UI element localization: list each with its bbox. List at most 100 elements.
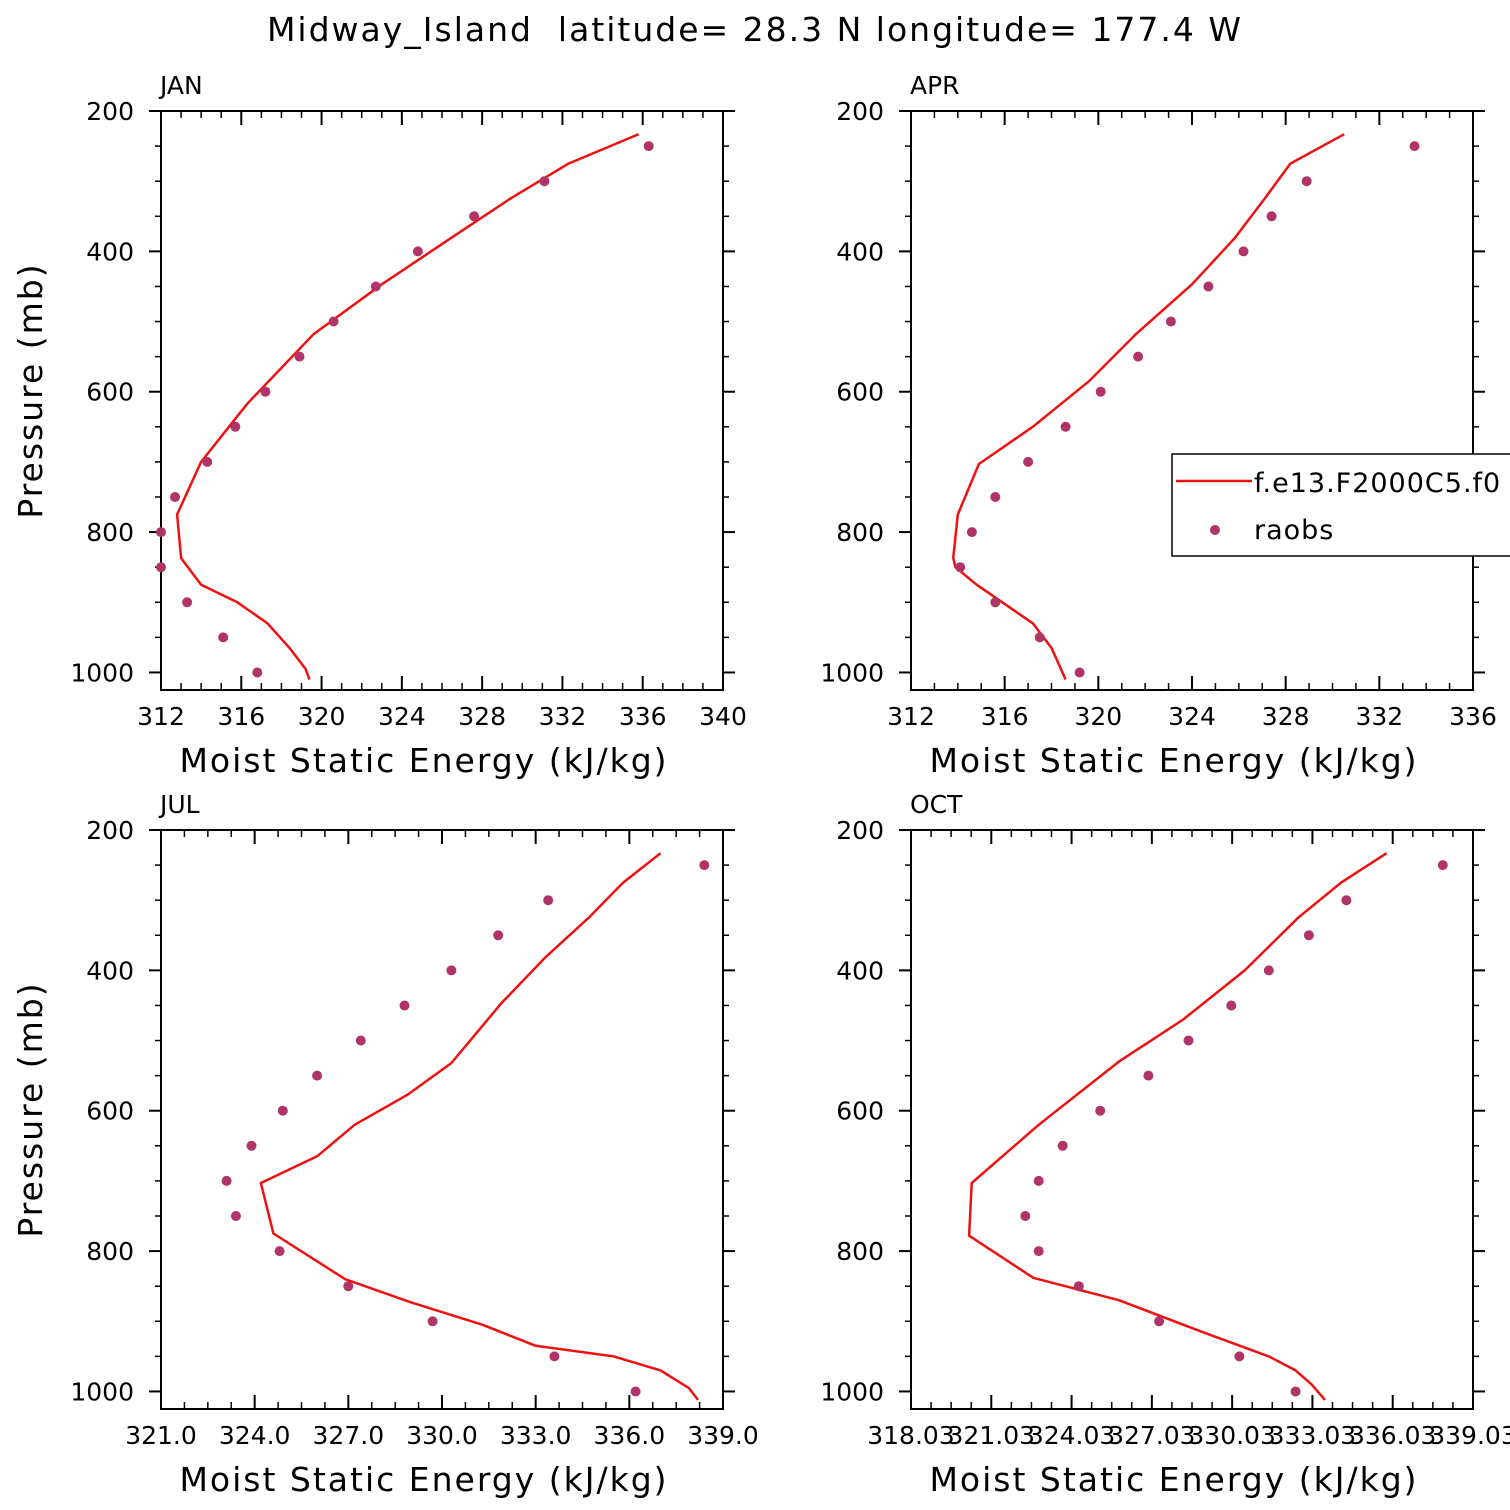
jan-ytick-label: 1000	[70, 658, 134, 687]
jul-x-axis-label: Moist Static Energy (kJ/kg)	[179, 1460, 668, 1499]
panel-jan: 312 316 320 324 328 332 336 340 200 400 600 800 1000…	[11, 71, 747, 780]
apr-xtick-label: 328	[1262, 702, 1310, 731]
apr-obs-point	[1165, 316, 1176, 327]
apr-ytick-label: 600	[836, 378, 884, 407]
oct-obs-point	[1263, 965, 1274, 976]
jul-obs-point	[493, 930, 504, 941]
oct-obs-point	[1226, 1000, 1237, 1011]
jul-y-axis-label: Pressure (mb)	[11, 981, 50, 1237]
apr-xtick-label: 332	[1355, 702, 1403, 731]
jan-obs-point	[218, 632, 229, 643]
jan-obs-point	[643, 141, 654, 152]
jan-obs-point	[539, 176, 550, 187]
oct-model-line	[967, 852, 1388, 1401]
jul-ytick-label: 800	[86, 1237, 134, 1266]
apr-xtick-label: 312	[887, 702, 935, 731]
jan-plot-frame	[160, 110, 724, 691]
oct-obs-point	[1073, 1281, 1084, 1292]
legend-obs-marker	[1210, 525, 1220, 535]
panel-apr: 312 316 320 324 328 332 336 200 400 600 800 1000 APR…	[820, 71, 1496, 780]
apr-obs-point	[1238, 246, 1249, 257]
apr-obs-point	[1060, 421, 1071, 432]
oct-obs-point	[1154, 1316, 1165, 1327]
jan-obs-point	[156, 562, 166, 573]
oct-obs-point	[1033, 1246, 1044, 1257]
oct-ytick-label: 600	[836, 1097, 884, 1126]
jul-xtick-label: 339.0	[687, 1421, 759, 1450]
jul-obs-point	[699, 860, 710, 871]
jul-obs-point	[221, 1175, 232, 1186]
jan-obs-point	[328, 316, 339, 327]
jan-model-line	[175, 133, 640, 680]
apr-x-axis-label: Moist Static Energy (kJ/kg)	[929, 741, 1418, 780]
apr-xtick-label: 336	[1449, 702, 1497, 731]
jul-xtick-label: 333.0	[500, 1421, 572, 1450]
jan-xtick-label: 340	[699, 702, 747, 731]
oct-obs-point	[1290, 1386, 1301, 1397]
oct-x-axis-label: Moist Static Energy (kJ/kg)	[929, 1460, 1418, 1499]
jan-xtick-label: 324	[378, 702, 426, 731]
jul-obs-point	[343, 1281, 354, 1292]
jul-obs-point	[446, 965, 457, 976]
jan-xtick-label: 316	[217, 702, 265, 731]
jul-obs-point	[543, 895, 554, 906]
apr-obs-point	[966, 527, 977, 538]
jul-obs-point	[312, 1070, 323, 1081]
oct-obs-point	[1183, 1035, 1194, 1046]
apr-obs-point	[1074, 667, 1085, 678]
panel-jul: 321.0 324.0 327.0 330.0 333.0 336.0 339.0 200 40…	[11, 790, 759, 1499]
jan-obs-point	[294, 351, 305, 362]
apr-model-line	[951, 133, 1345, 681]
jan-obs-point	[202, 456, 213, 467]
oct-xtick-label: 330.03	[1188, 1421, 1275, 1450]
jul-xtick-label: 324.0	[219, 1421, 291, 1450]
legend-box	[1171, 453, 1510, 557]
oct-obs-point	[1020, 1211, 1031, 1221]
jan-ytick-label: 400	[86, 237, 134, 266]
jan-obs-point	[370, 281, 381, 292]
jul-ytick-label: 400	[86, 956, 134, 985]
jul-obs-point	[274, 1246, 285, 1257]
jan-x-axis-label: Moist Static Energy (kJ/kg)	[179, 741, 668, 780]
jan-xtick-label: 312	[137, 702, 185, 731]
apr-obs-point	[990, 597, 1001, 608]
apr-obs-point	[1133, 351, 1144, 362]
jan-obs-point	[182, 597, 193, 608]
figure-title: Midway_Island latitude= 28.3 N longitude…	[266, 10, 1244, 49]
oct-obs-point	[1303, 930, 1314, 941]
oct-ytick-label: 200	[836, 816, 884, 845]
oct-ytick-label: 800	[836, 1237, 884, 1266]
legend-obs-label: raobs	[1254, 515, 1334, 546]
jan-panel-title: JAN	[158, 71, 203, 100]
jan-obs-point	[252, 667, 263, 678]
apr-ytick-label: 1000	[820, 658, 884, 687]
oct-obs-point	[1341, 895, 1352, 906]
oct-obs-point	[1095, 1105, 1106, 1116]
oct-obs-point	[1033, 1175, 1044, 1186]
oct-xtick-label: 324.03	[1028, 1421, 1115, 1450]
jan-y-axis-label: Pressure (mb)	[11, 262, 50, 518]
jul-obs-point	[230, 1211, 241, 1221]
apr-ytick-label: 400	[836, 237, 884, 266]
oct-xtick-label: 321.03	[948, 1421, 1035, 1450]
apr-xtick-label: 324	[1168, 702, 1216, 731]
oct-xtick-label: 318.03	[867, 1421, 954, 1450]
oct-plot-frame	[910, 829, 1474, 1410]
jan-xtick-label: 320	[298, 702, 346, 731]
apr-obs-point	[1023, 456, 1034, 467]
jul-obs-point	[355, 1035, 366, 1046]
jan-xtick-label: 336	[619, 702, 667, 731]
apr-ytick-label: 800	[836, 518, 884, 547]
jul-obs-point	[277, 1105, 288, 1116]
oct-obs-point	[1057, 1140, 1068, 1151]
oct-xtick-label: 336.03	[1349, 1421, 1436, 1450]
jul-xtick-label: 327.0	[313, 1421, 385, 1450]
jul-obs-point	[246, 1140, 257, 1151]
apr-xtick-label: 316	[981, 702, 1029, 731]
oct-xtick-label: 327.03	[1108, 1421, 1195, 1450]
oct-obs-point	[1143, 1070, 1154, 1081]
apr-obs-point	[1203, 281, 1214, 292]
jul-ytick-label: 600	[86, 1097, 134, 1126]
jul-obs-point	[427, 1316, 438, 1327]
